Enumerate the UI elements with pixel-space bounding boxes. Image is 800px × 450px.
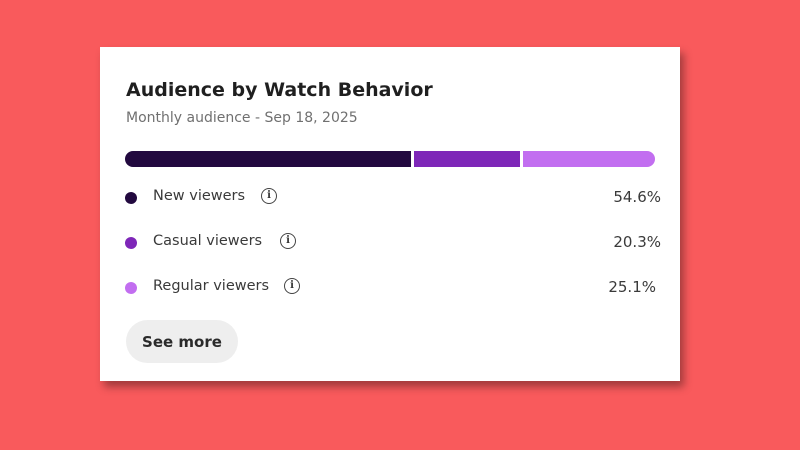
legend-dot — [125, 237, 137, 249]
info-icon[interactable]: i — [261, 188, 277, 204]
bar-segment-casual-viewers — [414, 151, 521, 167]
audience-card: Audience by Watch Behavior Monthly audie… — [100, 47, 680, 381]
legend-value: 20.3% — [613, 233, 661, 251]
info-icon[interactable]: i — [280, 233, 296, 249]
legend-dot — [125, 282, 137, 294]
info-icon[interactable]: i — [284, 278, 300, 294]
legend-dot — [125, 192, 137, 204]
legend-value: 54.6% — [613, 188, 661, 206]
card-title: Audience by Watch Behavior — [126, 79, 433, 101]
legend-label: Casual viewers — [153, 233, 263, 249]
legend-value: 25.1% — [608, 278, 656, 296]
bar-segment-new-viewers — [125, 151, 412, 167]
legend-label: New viewers — [153, 188, 246, 204]
legend-row-new-viewers: New viewers i 54.6% — [125, 186, 661, 210]
see-more-button[interactable]: See more — [126, 320, 238, 363]
card-subtitle: Monthly audience - Sep 18, 2025 — [126, 110, 358, 126]
stacked-bar — [125, 151, 655, 167]
legend-row-regular-viewers: Regular viewers i 25.1% — [125, 276, 661, 300]
bar-segment-regular-viewers — [523, 151, 655, 167]
legend-row-casual-viewers: Casual viewers i 20.3% — [125, 231, 661, 255]
legend-label: Regular viewers — [153, 278, 270, 294]
